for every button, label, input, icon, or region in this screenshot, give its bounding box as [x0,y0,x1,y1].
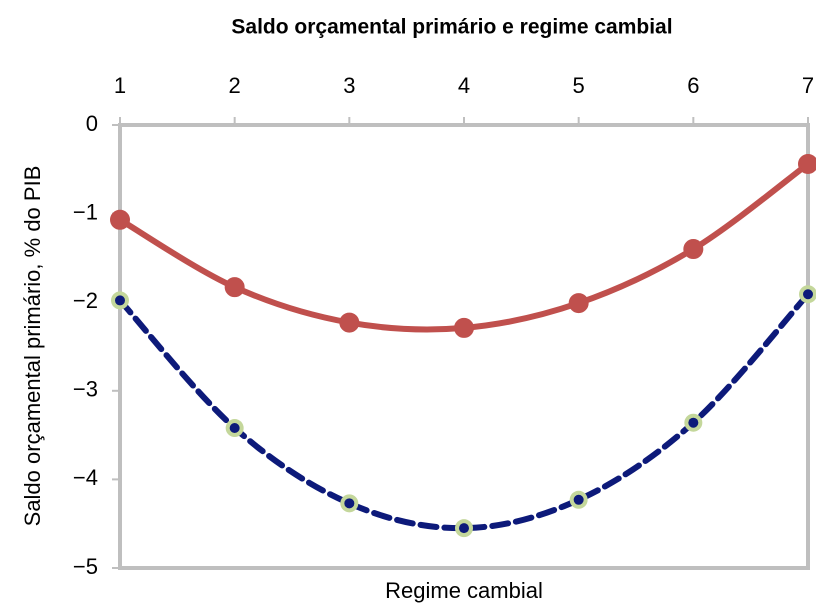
data-point [224,277,245,298]
x-tick-label: 2 [229,73,241,98]
data-point [110,209,130,230]
data-point-center [803,289,813,300]
chart-title: Saldo orçamental primário e regime cambi… [231,16,672,39]
x-tick-label: 5 [573,73,585,98]
x-tick-label: 3 [343,73,355,98]
y-tick-label: −2 [73,288,98,313]
data-point [454,317,474,338]
data-point-center [573,494,584,505]
plot-area [118,123,810,570]
y-axis-label: Saldo orçamental primário, % do PIB [20,166,45,527]
data-point-center [459,523,469,534]
x-tick-label: 1 [114,73,126,98]
y-tick-label: −4 [73,465,98,490]
y-tick-label: −5 [73,554,98,579]
data-point [798,153,816,174]
data-point-center [344,498,355,509]
y-tick-label: −1 [73,199,98,224]
data-point [683,239,704,260]
series-line [117,160,811,333]
x-tick-label: 4 [458,73,470,98]
x-tick-label: 7 [802,73,814,98]
y-tick-label: −3 [73,377,98,402]
x-tick-label: 6 [687,73,699,98]
data-point [339,312,360,333]
data-point [568,293,589,314]
y-tick-label: 0 [86,111,98,136]
x-axis-label: Regime cambial [385,578,543,603]
data-point-center [115,295,125,306]
data-point-center [229,423,240,434]
data-point-center [688,417,699,428]
